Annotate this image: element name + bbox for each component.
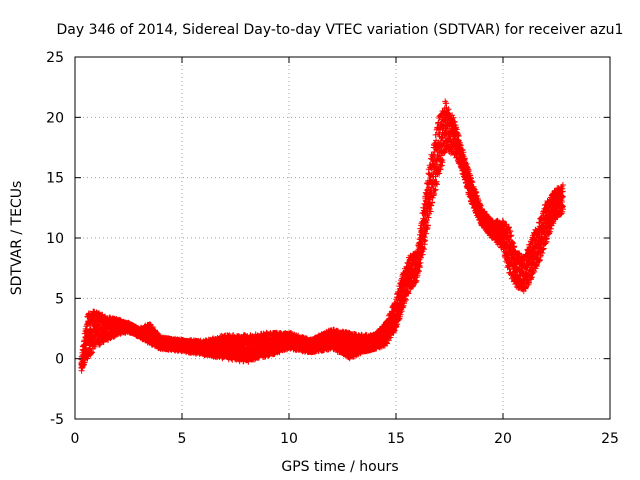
x-tick-label: 25 bbox=[601, 431, 619, 447]
chart-title: Day 346 of 2014, Sidereal Day-to-day VTE… bbox=[57, 22, 624, 38]
y-tick-label: 15 bbox=[46, 171, 64, 187]
x-tick-label: 0 bbox=[71, 431, 80, 447]
y-tick-label: 0 bbox=[55, 352, 64, 368]
axis-ticks: 0 5 10 15 20 25 -5 0 5 10 15 20 25 bbox=[46, 50, 619, 447]
y-tick-label: 5 bbox=[55, 291, 64, 307]
x-axis-label: GPS time / hours bbox=[281, 459, 398, 475]
y-tick-label: 25 bbox=[46, 50, 64, 66]
y-tick-label: -5 bbox=[50, 412, 64, 428]
y-axis-label: SDTVAR / TECUs bbox=[9, 181, 25, 296]
y-tick-label: 10 bbox=[46, 231, 64, 247]
data-series-sdtvar bbox=[78, 98, 566, 374]
y-tick-label: 20 bbox=[46, 110, 64, 126]
x-tick-label: 15 bbox=[387, 431, 405, 447]
x-tick-label: 5 bbox=[178, 431, 187, 447]
x-tick-label: 10 bbox=[280, 431, 298, 447]
data-point-markers bbox=[78, 98, 566, 374]
x-tick-label: 20 bbox=[494, 431, 512, 447]
